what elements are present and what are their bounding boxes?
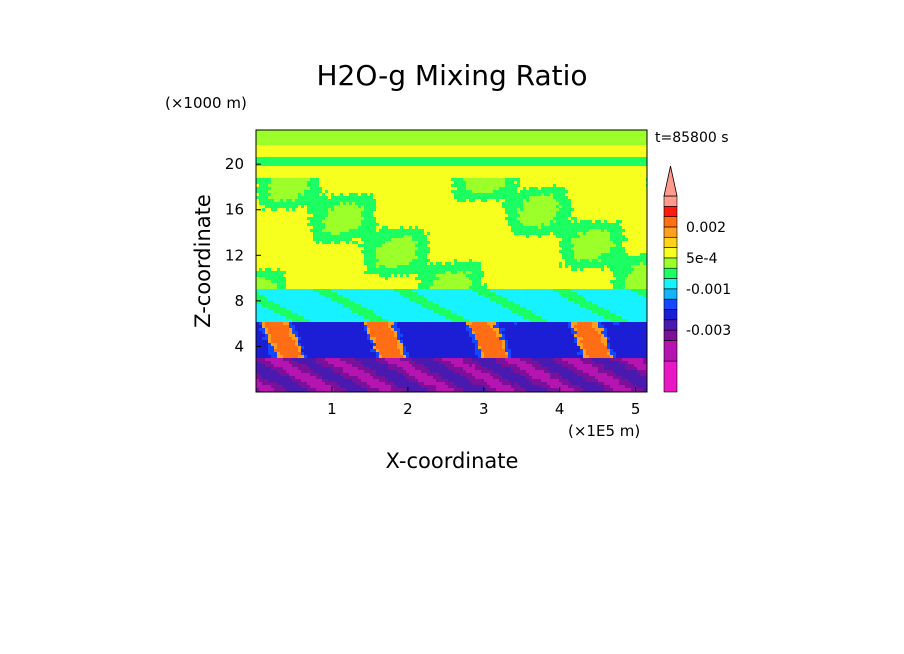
y-scale-label: (×1000 m): [165, 94, 247, 112]
colorbar-label: -0.001: [686, 282, 731, 298]
y-tick-label: 8: [234, 292, 244, 310]
plot-frame: [255, 129, 648, 393]
heatmap-field: [256, 130, 647, 392]
x-scale-label: (×1E5 m): [568, 422, 640, 440]
colorbar-swatch: [663, 216, 678, 228]
x-tick-label: 2: [403, 400, 413, 418]
colorbar-swatch: [663, 288, 678, 300]
x-tick-label: 5: [631, 400, 641, 418]
colorbar-label: -0.003: [686, 323, 731, 339]
colorbar-label: 5e-4: [686, 251, 718, 267]
x-axis-label: X-coordinate: [386, 449, 519, 473]
colorbar-swatch: [663, 236, 678, 248]
colorbar-swatch: [663, 309, 678, 321]
colorbar-swatch: [663, 206, 678, 217]
x-tick-label: 4: [555, 400, 565, 418]
y-axis-label: Z-coordinate: [191, 194, 215, 328]
y-axis-ticks: 4 8 12 16 20: [225, 155, 261, 355]
colorbar-label: 0.002: [686, 220, 726, 236]
x-tick-label: 3: [479, 400, 489, 418]
colorbar-swatch: [663, 340, 678, 362]
colorbar: 0.002 5e-4 -0.001 -0.003: [663, 165, 731, 393]
y-tick-label: 20: [225, 155, 244, 173]
colorbar-swatch: [663, 226, 678, 238]
time-label: t=85800 s: [655, 130, 729, 146]
colorbar-swatch: [663, 329, 678, 341]
colorbar-swatch: [663, 278, 678, 290]
x-tick-label: 1: [327, 400, 337, 418]
colorbar-extension-arrow: [663, 165, 678, 197]
colorbar-swatch: [663, 195, 678, 207]
colorbar-swatch: [663, 257, 678, 269]
colorbar-swatch: [663, 267, 678, 279]
x-axis-ticks: 1 2 3 4 5: [327, 387, 640, 418]
chart-title: H2O-g Mixing Ratio: [316, 59, 587, 92]
colorbar-swatch: [663, 298, 678, 310]
colorbar-swatch: [663, 319, 678, 331]
y-tick-label: 4: [234, 337, 244, 355]
y-tick-label: 12: [225, 246, 244, 264]
colorbar-swatch: [663, 360, 678, 393]
y-tick-label: 16: [225, 201, 244, 219]
colorbar-swatch: [663, 247, 678, 259]
